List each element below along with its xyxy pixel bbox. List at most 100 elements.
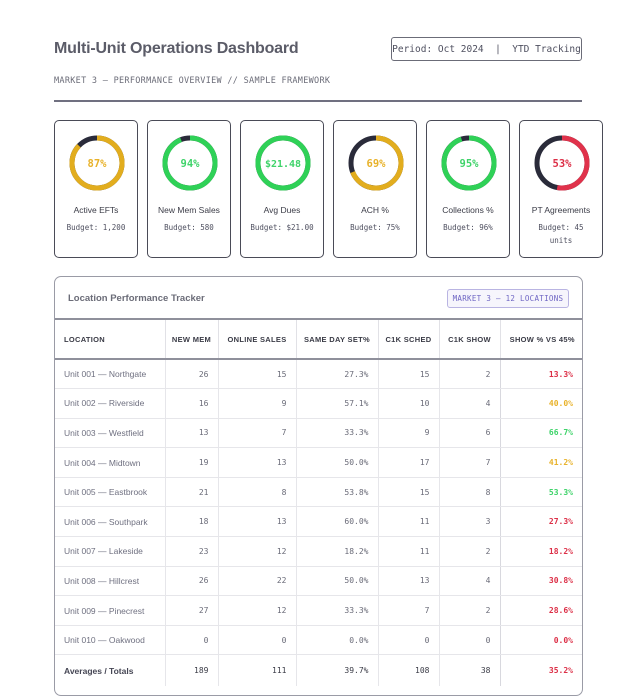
show-pct-cell: 18.2%: [499, 536, 582, 567]
same-day-set-cell: 18.2%: [295, 536, 378, 567]
c1k-show-cell: 2: [438, 595, 500, 626]
new-mem-cell: 21: [164, 477, 218, 508]
table-row[interactable]: Unit 006 — Southpark 18 13 60.0% 11 3 27.3%: [55, 506, 582, 538]
same-day-set-cell: 57.1%: [295, 388, 378, 419]
kpi-donut-fill: [162, 135, 218, 191]
show-pct-cell: 27.3%: [499, 506, 582, 538]
c1k-show-cell: 2: [438, 536, 500, 567]
new-mem-cell: 189: [164, 654, 218, 686]
c1k-show-cell: 38: [438, 654, 500, 686]
kpi-label: Avg Dues: [263, 205, 301, 215]
table-row[interactable]: Unit 010 — Oakwood 0 0 0.0% 0 0 0.0%: [55, 625, 582, 656]
online-sales-cell: 15: [217, 359, 296, 390]
kpi-donut: 69%: [348, 135, 404, 191]
c1k-show-cell: 6: [438, 418, 500, 449]
table-row[interactable]: Unit 002 — Riverside 16 9 57.1% 10 4 40.0%: [55, 388, 582, 419]
c1k-sched-cell: 7: [377, 595, 439, 626]
table-row[interactable]: Unit 009 — Pinecrest 27 12 33.3% 7 2 28.6%: [55, 595, 582, 626]
kpi-card: 53% PT Agreements Budget: 45 units: [519, 120, 603, 258]
same-day-set-cell: 33.3%: [295, 418, 378, 449]
c1k-show-cell: 2: [438, 359, 500, 390]
kpi-card: $21.48 Avg Dues Budget: $21.00: [240, 120, 324, 258]
page-subtitle: MARKET 3 — PERFORMANCE OVERVIEW // SAMPL…: [54, 76, 331, 86]
new-mem-cell: 23: [164, 536, 218, 567]
location-cell: Unit 010 — Oakwood: [55, 625, 165, 656]
kpi-budget: Budget: 45 units: [538, 223, 584, 245]
totals-row[interactable]: Averages / Totals 189 111 39.7% 108 38 35.2%: [55, 654, 582, 686]
location-cell: Unit 004 — Midtown: [55, 447, 165, 478]
show-pct-cell: 0.0%: [499, 625, 582, 656]
table-row[interactable]: Unit 005 — Eastbrook 21 8 53.8% 15 8 53.3%: [55, 477, 582, 508]
kpi-donut: 53%: [534, 135, 590, 191]
table-row[interactable]: Unit 008 — Hillcrest 26 22 50.0% 13 4 30.8%: [55, 566, 582, 597]
new-mem-cell: 27: [164, 595, 218, 626]
c1k-show-cell: 0: [438, 625, 500, 656]
kpi-donut: 94%: [162, 135, 218, 191]
online-sales-cell: 12: [217, 595, 296, 626]
new-mem-cell: 0: [164, 625, 218, 656]
c1k-show-cell: 4: [438, 388, 500, 419]
kpi-label: New Mem Sales: [158, 205, 220, 215]
table-row[interactable]: Unit 004 — Midtown 19 13 50.0% 17 7 41.2%: [55, 447, 582, 478]
c1k-sched-cell: 11: [377, 506, 439, 538]
location-table: LOCATION NEW MEM ONLINE SALES SAME DAY S…: [55, 318, 582, 686]
same-day-set-cell: 60.0%: [295, 506, 378, 538]
page-title: Multi-Unit Operations Dashboard: [54, 40, 299, 57]
online-sales-cell: 12: [217, 536, 296, 567]
table-row[interactable]: Unit 003 — Westfield 13 7 33.3% 9 6 66.7%: [55, 418, 582, 449]
online-sales-cell: 9: [217, 388, 296, 419]
c1k-sched-cell: 17: [377, 447, 439, 478]
show-pct-cell: 66.7%: [499, 418, 582, 449]
kpi-budget: Budget: 96%: [443, 223, 493, 232]
period-badge: Period: Oct 2024 | YTD Tracking: [391, 37, 582, 61]
kpi-card: 94% New Mem Sales Budget: 580: [147, 120, 231, 258]
c1k-sched-cell: 9: [377, 418, 439, 449]
kpi-label: ACH %: [361, 205, 389, 215]
same-day-set-cell: 50.0%: [295, 447, 378, 478]
table-header-row: LOCATION NEW MEM ONLINE SALES SAME DAY S…: [55, 318, 582, 360]
same-day-set-cell: 0.0%: [295, 625, 378, 656]
kpi-label: Collections %: [442, 205, 494, 215]
header-divider: [54, 100, 582, 102]
c1k-sched-cell: 15: [377, 359, 439, 390]
show-pct-cell: 30.8%: [499, 566, 582, 597]
table-row[interactable]: Unit 007 — Lakeside 23 12 18.2% 11 2 18.2%: [55, 536, 582, 567]
kpi-donut-fill: [441, 135, 497, 191]
same-day-set-cell: 33.3%: [295, 595, 378, 626]
kpi-donut: $21.48: [255, 135, 311, 191]
new-mem-cell: 26: [164, 359, 218, 390]
location-cell: Unit 002 — Riverside: [55, 388, 165, 419]
new-mem-cell: 26: [164, 566, 218, 597]
column-header-new-mem[interactable]: NEW MEM: [164, 318, 218, 360]
kpi-value: 53%: [553, 158, 573, 170]
location-cell: Unit 009 — Pinecrest: [55, 595, 165, 626]
location-tracker-panel: Location Performance Tracker MARKET 3 — …: [54, 276, 583, 696]
tracker-title: Location Performance Tracker: [68, 293, 205, 304]
location-cell: Unit 005 — Eastbrook: [55, 477, 165, 508]
c1k-show-cell: 3: [438, 506, 500, 538]
show-pct-cell: 35.2%: [499, 654, 582, 686]
column-header-c1k-sched[interactable]: C1K SCHED: [377, 318, 439, 360]
column-header-same-day-set[interactable]: SAME DAY SET%: [295, 318, 378, 360]
online-sales-cell: 13: [217, 447, 296, 478]
column-header-location[interactable]: LOCATION: [55, 318, 165, 360]
show-pct-cell: 40.0%: [499, 388, 582, 419]
column-header-c1k-show[interactable]: C1K SHOW: [438, 318, 500, 360]
table-row[interactable]: Unit 001 — Northgate 26 15 27.3% 15 2 13.3%: [55, 359, 582, 390]
kpi-value: 87%: [88, 158, 108, 170]
c1k-sched-cell: 10: [377, 388, 439, 419]
online-sales-cell: 7: [217, 418, 296, 449]
column-header-online-sales[interactable]: ONLINE SALES: [217, 318, 296, 360]
column-header-show-pct[interactable]: SHOW % VS 45%: [499, 318, 582, 360]
kpi-label: PT Agreements: [531, 205, 591, 215]
kpi-donut-fill: [348, 135, 404, 191]
new-mem-cell: 19: [164, 447, 218, 478]
online-sales-cell: 0: [217, 625, 296, 656]
same-day-set-cell: 53.8%: [295, 477, 378, 508]
location-cell: Unit 003 — Westfield: [55, 418, 165, 449]
location-cell: Unit 001 — Northgate: [55, 359, 165, 390]
new-mem-cell: 13: [164, 418, 218, 449]
c1k-sched-cell: 108: [377, 654, 439, 686]
kpi-budget: Budget: 75%: [350, 223, 400, 232]
kpi-donut-fill: [534, 135, 590, 191]
